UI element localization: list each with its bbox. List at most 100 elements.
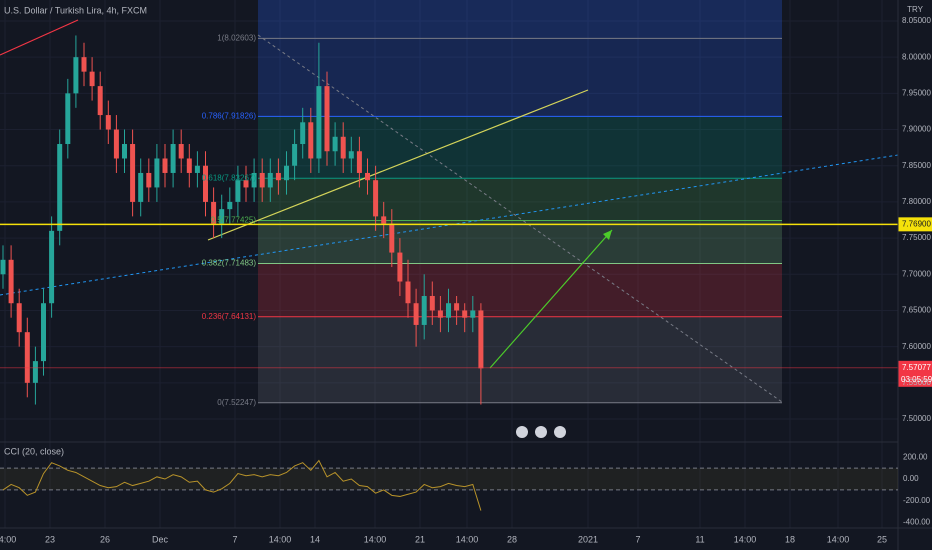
x-tick-label: 18: [785, 534, 795, 544]
fib-label: 0.5(7.77425): [211, 216, 257, 225]
candle-body: [227, 201, 233, 210]
y-tick-label: 7.85000: [902, 161, 931, 170]
fib-label: 0.618(7.83267): [202, 173, 257, 182]
cci-title: CCI (20, close): [4, 446, 64, 456]
candle-body: [348, 151, 354, 159]
candle-body: [211, 201, 217, 224]
y-tick-label: 7.60000: [902, 342, 931, 351]
candle-body: [24, 332, 30, 383]
fib-zone: [258, 316, 782, 403]
candle-body: [162, 158, 168, 173]
candle-body: [340, 136, 346, 159]
x-tick-label: 14:00: [456, 534, 479, 544]
candle-body: [365, 172, 370, 181]
arrow-head: [603, 230, 612, 240]
candle-body: [259, 172, 265, 188]
price-tag: [898, 360, 932, 387]
fib-label: 0.786(7.91826): [202, 111, 257, 120]
candle-body: [105, 115, 111, 130]
cci-tick-label: -400.00: [903, 518, 931, 527]
y-tick-label: 8.00000: [902, 52, 931, 61]
fib-zone: [258, 38, 782, 117]
candle-body: [154, 158, 160, 188]
x-tick-label: 23: [45, 534, 55, 544]
candle-body: [0, 259, 6, 275]
candle-body: [356, 151, 362, 173]
drawings: [0, 19, 899, 403]
event-icon[interactable]: [535, 426, 547, 438]
y-tick-label: 7.70000: [902, 269, 931, 278]
candle-body: [316, 86, 322, 159]
candle-body: [413, 303, 419, 325]
event-icon[interactable]: [516, 426, 528, 438]
fib-zone: [258, 0, 782, 39]
candle-body: [381, 216, 387, 224]
event-icon[interactable]: [554, 426, 566, 438]
x-tick-label: 14:00: [364, 534, 387, 544]
candle-body: [81, 57, 87, 72]
candle-body: [122, 144, 127, 159]
fib-zone: [258, 263, 782, 317]
candle-body: [113, 129, 119, 159]
x-tick-label: 28: [507, 534, 517, 544]
x-tick-label: 7: [232, 534, 237, 544]
candle-body: [138, 172, 144, 202]
event-icons[interactable]: [516, 426, 566, 438]
chart-title: U.S. Dollar / Turkish Lira, 4h, FXCM: [4, 5, 147, 15]
countdown: 03:05:59: [901, 375, 932, 384]
candle-body: [89, 71, 95, 87]
candle-body: [308, 122, 314, 159]
candle-body: [251, 172, 257, 188]
candle-body: [405, 281, 411, 304]
candle-body: [397, 252, 403, 282]
fib-zone: [258, 220, 782, 264]
candle-body: [194, 165, 200, 173]
candle-body: [97, 86, 103, 116]
candle-body: [57, 144, 63, 231]
cci-tick-label: 0.00: [903, 474, 919, 483]
fib-zone: [258, 178, 782, 221]
price-tag-label: 7.76900: [902, 219, 931, 228]
candle-body: [332, 136, 338, 152]
candle-body: [235, 180, 241, 202]
x-tick-label: 7: [635, 534, 640, 544]
y-tick-label: 7.55000: [902, 378, 931, 387]
fib-label: 1(8.02603): [217, 33, 256, 42]
candle-body: [267, 172, 273, 188]
candle-body: [65, 93, 71, 145]
candle-body: [373, 180, 379, 217]
candle-body: [470, 310, 476, 318]
x-tick-label: 2021: [578, 534, 598, 544]
currency: TRY: [907, 5, 924, 14]
candle-body: [275, 172, 281, 181]
x-tick-label: 14:00: [827, 534, 850, 544]
candle-body: [178, 144, 184, 159]
candle-body: [130, 144, 136, 202]
price-tag: [898, 217, 932, 232]
yellow-trendline: [207, 89, 589, 241]
candle-body: [284, 165, 289, 181]
candle-body: [478, 310, 484, 369]
candle-body: [389, 223, 395, 253]
candle-body: [203, 165, 208, 202]
candle-body: [41, 303, 46, 362]
x-tick-label: 14:00: [269, 534, 292, 544]
candle-body: [429, 295, 435, 311]
candle-body: [32, 361, 38, 383]
candle-body: [73, 57, 79, 94]
y-tick-label: 7.80000: [902, 197, 931, 206]
candle-body: [8, 259, 14, 304]
x-tick-label: 14:00: [734, 534, 757, 544]
candle-body: [170, 144, 176, 173]
candle-body: [219, 209, 225, 224]
candle-body: [462, 310, 468, 318]
cci-tick-label: -200.00: [903, 496, 931, 505]
candle-body: [454, 303, 460, 311]
diagonal-line: [257, 34, 783, 403]
fib-label: 0(7.52247): [217, 398, 256, 407]
candle-body: [324, 86, 330, 152]
y-tick-label: 7.95000: [902, 88, 931, 97]
green-arrow: [489, 229, 613, 369]
red-trendline: [0, 19, 79, 56]
